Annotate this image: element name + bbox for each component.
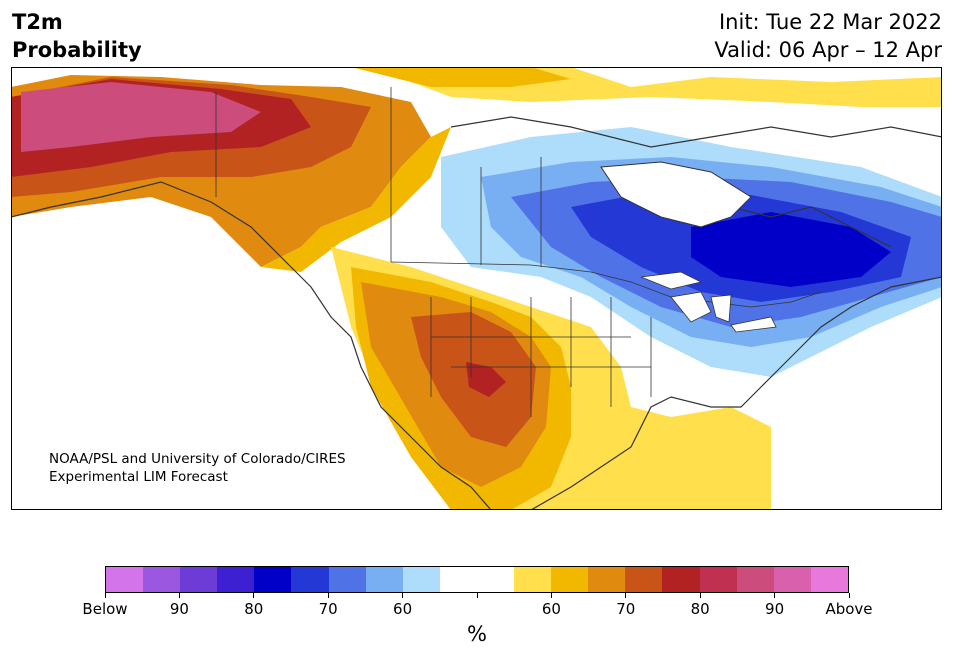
colorbar-tick-label: 80	[690, 600, 710, 618]
great-lakes	[640, 271, 777, 333]
colorbar-cell	[810, 567, 848, 592]
colorbar-cell	[143, 567, 181, 592]
colorbar-tick	[699, 593, 701, 598]
variable-label: T2m	[12, 10, 63, 34]
colorbar-tick-label: Below	[82, 600, 128, 618]
colorbar-tick-label: 70	[318, 600, 338, 618]
colorbar-cell	[439, 567, 477, 592]
colorbar-tick	[327, 593, 329, 598]
colorbar-unit: %	[467, 622, 487, 646]
colorbar-tick-label: 80	[244, 600, 264, 618]
colorbar-cell	[662, 567, 700, 592]
colorbar-tick-label: 60	[393, 600, 413, 618]
forecast-map	[11, 67, 942, 510]
alaska-extreme-core	[21, 82, 261, 152]
alaska-yellow-band	[261, 127, 451, 272]
colorbar-cell	[736, 567, 774, 592]
valid-date: Valid: 06 Apr – 12 Apr	[714, 38, 942, 62]
arctic-orange	[351, 67, 571, 87]
colorbar-tick	[476, 593, 478, 598]
colorbar-cell	[365, 567, 403, 592]
map-border	[11, 67, 942, 510]
colorbar-cell	[588, 567, 626, 592]
colorbar-cell	[180, 567, 218, 592]
colorbar-cell	[402, 567, 440, 592]
colorbar-tick	[848, 593, 850, 598]
date-info: Init: Tue 22 Mar 2022 Valid: 06 Apr – 12…	[714, 8, 942, 64]
colorbar-tick-label: 90	[765, 600, 785, 618]
colorbar-tick-label: Above	[825, 600, 873, 618]
colorbar-cell	[476, 567, 515, 592]
hudson-bay	[600, 161, 752, 228]
colorbar-tick	[253, 593, 255, 598]
colorbar-cell	[254, 567, 292, 592]
colorbar-tick	[104, 593, 106, 598]
colorbar-cell	[699, 567, 737, 592]
southwest-core	[466, 362, 506, 397]
cold-deep-core	[691, 212, 891, 287]
colorbar-tick-label: 70	[616, 600, 636, 618]
colorbar-tick	[402, 593, 404, 598]
colorbar-cell	[291, 567, 329, 592]
colorbar-tick	[774, 593, 776, 598]
colorbar-cell	[514, 567, 552, 592]
credit-text: NOAA/PSL and University of Colorado/CIRE…	[49, 450, 346, 486]
colorbar-cell	[328, 567, 366, 592]
colorbar-cell	[773, 567, 811, 592]
colorbar-tick-label: 60	[541, 600, 561, 618]
colorbar	[105, 566, 849, 593]
colorbar-tick	[625, 593, 627, 598]
colorbar-cell	[106, 567, 144, 592]
map-title: T2m Probability	[12, 8, 142, 64]
colorbar-cell	[625, 567, 663, 592]
product-label: Probability	[12, 38, 142, 62]
colorbar-cell	[551, 567, 589, 592]
colorbar-cell	[217, 567, 255, 592]
init-date: Init: Tue 22 Mar 2022	[718, 10, 942, 34]
colorbar-tick-label: 90	[169, 600, 189, 618]
colorbar-tick	[178, 593, 180, 598]
credit-line-2: Experimental LIM Forecast	[49, 469, 228, 485]
colorbar-tick	[550, 593, 552, 598]
colorbar-ticks	[104, 593, 850, 599]
credit-line-1: NOAA/PSL and University of Colorado/CIRE…	[49, 451, 346, 467]
